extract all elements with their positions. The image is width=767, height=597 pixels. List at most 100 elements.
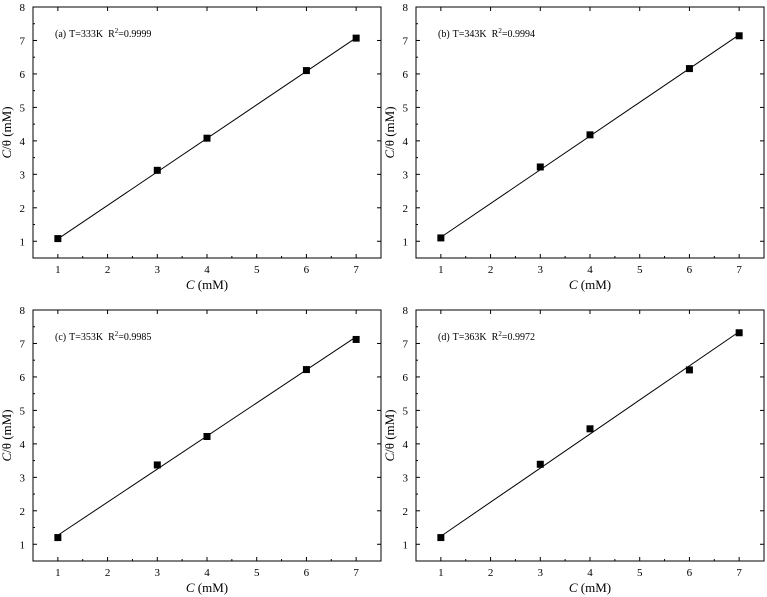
- x-tick-label: 4: [587, 567, 593, 579]
- x-axis-label-unit: (mM): [578, 580, 612, 595]
- y-tick-label: 6: [20, 69, 26, 81]
- y-axis-label-var: C: [382, 453, 397, 462]
- y-axis-label-unit: /θ (mM): [382, 106, 397, 149]
- y-axis-label: C/θ (mM): [382, 106, 397, 158]
- data-point: [352, 34, 360, 42]
- x-tick-label: 1: [55, 567, 61, 579]
- x-tick-label: 7: [353, 567, 359, 579]
- y-axis-label-unit: /θ (mM): [382, 409, 397, 452]
- x-axis-label-var: C: [569, 580, 578, 595]
- data-point: [437, 534, 445, 542]
- y-tick-label: 1: [403, 539, 409, 551]
- data-point: [153, 461, 161, 469]
- x-tick-label: 4: [204, 567, 210, 579]
- temperature-label: T=353K: [69, 332, 104, 343]
- x-tick-label: 1: [55, 264, 61, 276]
- panel-letter: (d): [438, 332, 450, 343]
- x-tick-label: 7: [736, 567, 742, 579]
- x-tick-label: 7: [736, 264, 742, 276]
- y-axis-label-var: C: [0, 150, 14, 159]
- data-point: [685, 366, 693, 374]
- data-point: [685, 65, 693, 73]
- r2-value: =0.9994: [502, 29, 535, 40]
- y-tick-label: 4: [403, 439, 409, 451]
- x-tick-label: 6: [687, 264, 693, 276]
- x-tick-label: 5: [637, 264, 643, 276]
- plot-frame: [415, 309, 765, 562]
- r2-value: =0.9985: [118, 332, 151, 343]
- fit-line: [440, 331, 740, 537]
- x-tick-label: 6: [304, 567, 310, 579]
- r2-superscript: 2: [115, 27, 119, 35]
- x-axis-label-var: C: [186, 580, 195, 595]
- x-tick-label: 5: [254, 567, 260, 579]
- x-tick-label: 2: [488, 264, 494, 276]
- panel-annotation: (a) T=333K R2=0.9999: [55, 27, 151, 40]
- y-tick-label: 3: [20, 472, 26, 484]
- y-axis-label: C/θ (mM): [0, 409, 14, 461]
- y-tick-label: 6: [20, 372, 26, 384]
- y-tick-label: 2: [403, 203, 409, 215]
- r2-symbol: R: [108, 29, 115, 40]
- data-point: [735, 32, 743, 40]
- r2-superscript: 2: [498, 330, 502, 338]
- r2-symbol: R: [492, 332, 499, 343]
- x-tick-label: 6: [687, 567, 693, 579]
- data-point: [586, 425, 594, 433]
- y-tick-label: 1: [20, 236, 26, 248]
- y-tick-label: 3: [20, 169, 26, 181]
- data-point: [54, 235, 62, 243]
- x-tick-label: 4: [204, 264, 210, 276]
- data-point: [153, 166, 161, 174]
- y-tick-label: 1: [403, 236, 409, 248]
- panel-annotation: (b) T=343K R2=0.9994: [438, 27, 535, 40]
- y-tick-label: 4: [20, 136, 26, 148]
- r2-value: =0.9999: [118, 29, 151, 40]
- y-tick-label: 6: [403, 69, 409, 81]
- x-axis-label: C (mM): [569, 580, 611, 595]
- y-tick-label: 8: [403, 305, 409, 317]
- data-point: [54, 534, 62, 542]
- y-axis-label: C/θ (mM): [382, 409, 397, 461]
- x-axis-label: C (mM): [186, 580, 228, 595]
- x-tick-label: 3: [538, 567, 544, 579]
- data-point: [437, 234, 445, 242]
- data-point: [302, 67, 310, 75]
- data-point: [302, 366, 310, 374]
- y-tick-label: 7: [403, 35, 409, 47]
- x-tick-label: 2: [105, 264, 111, 276]
- data-point: [203, 433, 211, 441]
- panel-letter: (b): [438, 29, 450, 40]
- x-tick-label: 4: [587, 264, 593, 276]
- panel-letter: (a): [55, 29, 66, 40]
- panel-annotation: (d) T=363K R2=0.9972: [438, 330, 535, 343]
- y-tick-label: 5: [403, 102, 409, 114]
- y-tick-label: 2: [403, 506, 409, 518]
- data-point: [352, 335, 360, 343]
- y-tick-label: 1: [20, 539, 26, 551]
- panel-letter: (c): [55, 332, 66, 343]
- x-axis-label-unit: (mM): [195, 580, 229, 595]
- y-tick-label: 5: [20, 102, 26, 114]
- r2-symbol: R: [108, 332, 115, 343]
- y-axis-label-unit: /θ (mM): [0, 106, 14, 149]
- panel-annotation: (c) T=353K R2=0.9985: [55, 330, 151, 343]
- y-tick-label: 8: [403, 2, 409, 14]
- r2-value: =0.9972: [502, 332, 535, 343]
- y-tick-label: 6: [403, 372, 409, 384]
- y-tick-label: 5: [20, 405, 26, 417]
- y-tick-label: 7: [403, 338, 409, 350]
- y-axis-label: C/θ (mM): [0, 106, 14, 158]
- data-point: [586, 131, 594, 139]
- y-tick-label: 8: [20, 2, 26, 14]
- x-tick-label: 3: [538, 264, 544, 276]
- x-axis-label-var: C: [569, 277, 578, 292]
- y-tick-label: 4: [20, 439, 26, 451]
- x-axis-label-var: C: [186, 277, 195, 292]
- x-tick-label: 6: [304, 264, 310, 276]
- r2-superscript: 2: [498, 27, 502, 35]
- x-tick-label: 2: [105, 567, 111, 579]
- x-axis-label: C (mM): [186, 277, 228, 292]
